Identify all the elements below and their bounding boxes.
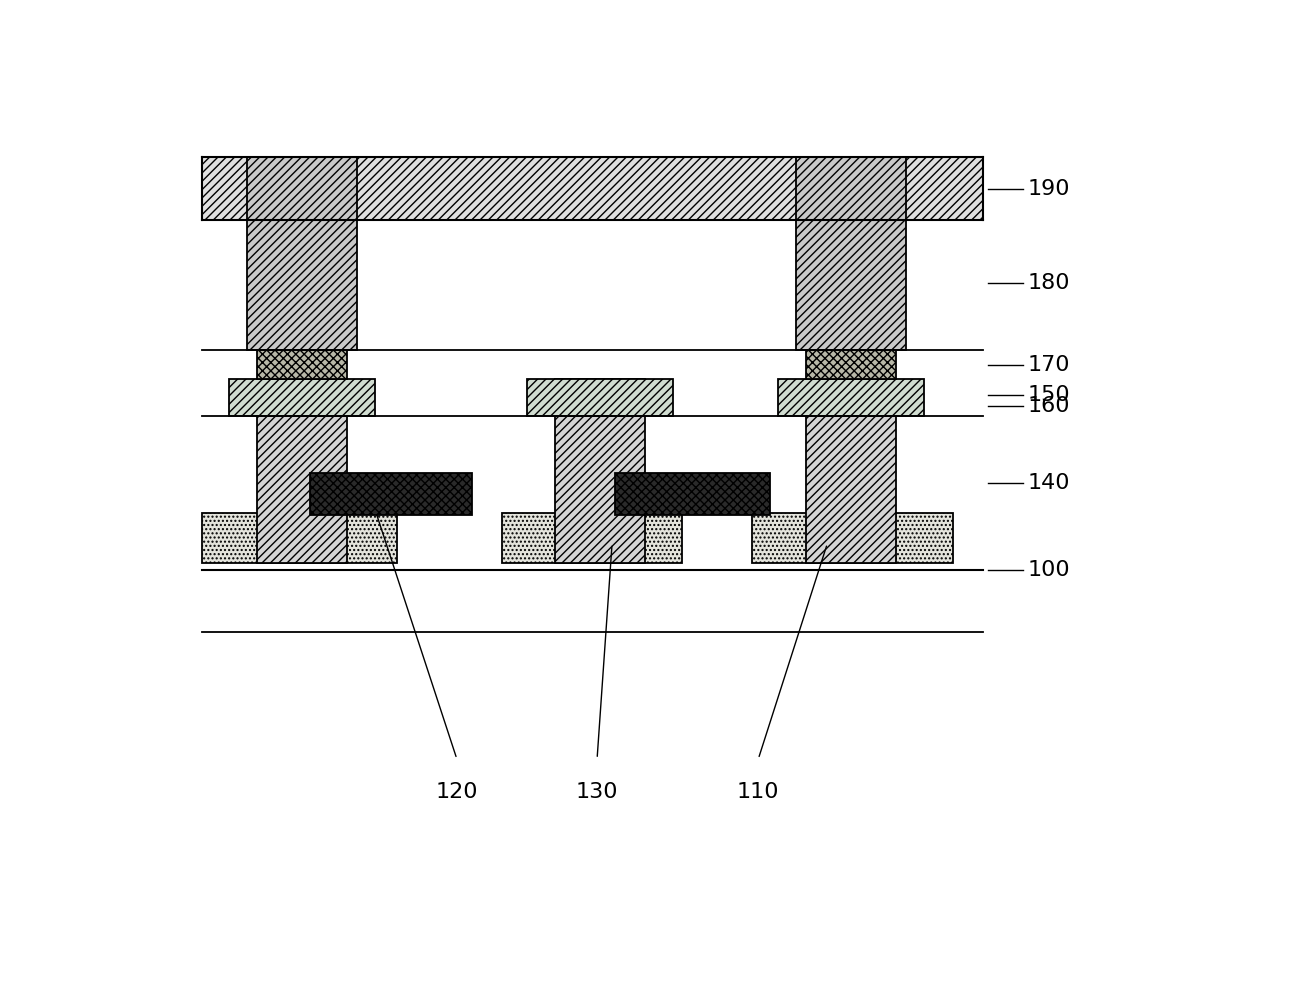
Bar (806, 350, 897, 379)
Text: 120: 120 (435, 782, 478, 802)
Bar (257, 350, 346, 379)
Bar (527, 379, 673, 416)
Bar (257, 379, 346, 563)
Text: 110: 110 (736, 782, 779, 802)
Text: 100: 100 (1027, 560, 1070, 580)
Bar (247, 157, 357, 220)
Text: 190: 190 (1027, 179, 1070, 199)
Text: 150: 150 (1027, 385, 1070, 405)
Bar (556, 379, 645, 563)
Bar (752, 513, 952, 563)
Text: 180: 180 (1027, 273, 1070, 293)
Text: 160: 160 (1027, 396, 1070, 416)
Bar (778, 379, 925, 416)
Bar (229, 379, 375, 416)
Bar (247, 215, 357, 350)
Text: 140: 140 (1027, 473, 1070, 493)
Bar (202, 513, 397, 563)
Bar (310, 473, 472, 515)
Bar (796, 157, 907, 220)
Bar (615, 473, 770, 515)
Bar (806, 379, 897, 563)
Text: 130: 130 (576, 782, 619, 802)
Bar (202, 157, 983, 220)
Bar (796, 215, 907, 350)
Bar (501, 513, 682, 563)
Text: 170: 170 (1027, 355, 1070, 375)
